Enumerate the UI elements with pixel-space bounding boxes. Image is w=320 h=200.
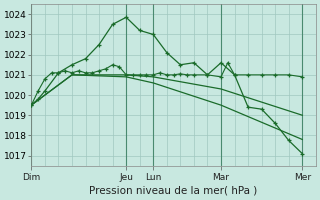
X-axis label: Pression niveau de la mer( hPa ): Pression niveau de la mer( hPa ) — [90, 186, 258, 196]
